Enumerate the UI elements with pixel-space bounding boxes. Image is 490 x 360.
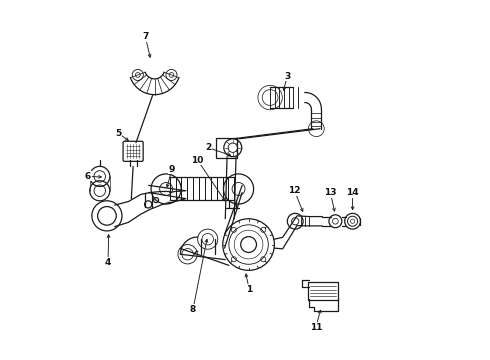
FancyBboxPatch shape — [123, 141, 143, 161]
Text: 11: 11 — [310, 323, 322, 332]
Text: 2: 2 — [205, 143, 212, 152]
Text: 14: 14 — [346, 188, 359, 197]
Text: 8: 8 — [190, 305, 196, 314]
Circle shape — [145, 201, 152, 208]
Text: 13: 13 — [324, 188, 337, 197]
Text: 3: 3 — [284, 72, 291, 81]
FancyBboxPatch shape — [216, 138, 237, 158]
Text: 6: 6 — [85, 172, 91, 181]
Text: 4: 4 — [105, 258, 111, 267]
Circle shape — [153, 198, 159, 203]
Text: 10: 10 — [192, 156, 204, 165]
Text: 1: 1 — [246, 285, 252, 294]
FancyBboxPatch shape — [308, 282, 338, 300]
Text: 7: 7 — [142, 32, 148, 41]
Text: 9: 9 — [169, 165, 175, 174]
Text: 12: 12 — [288, 186, 301, 195]
Text: 5: 5 — [116, 129, 122, 138]
